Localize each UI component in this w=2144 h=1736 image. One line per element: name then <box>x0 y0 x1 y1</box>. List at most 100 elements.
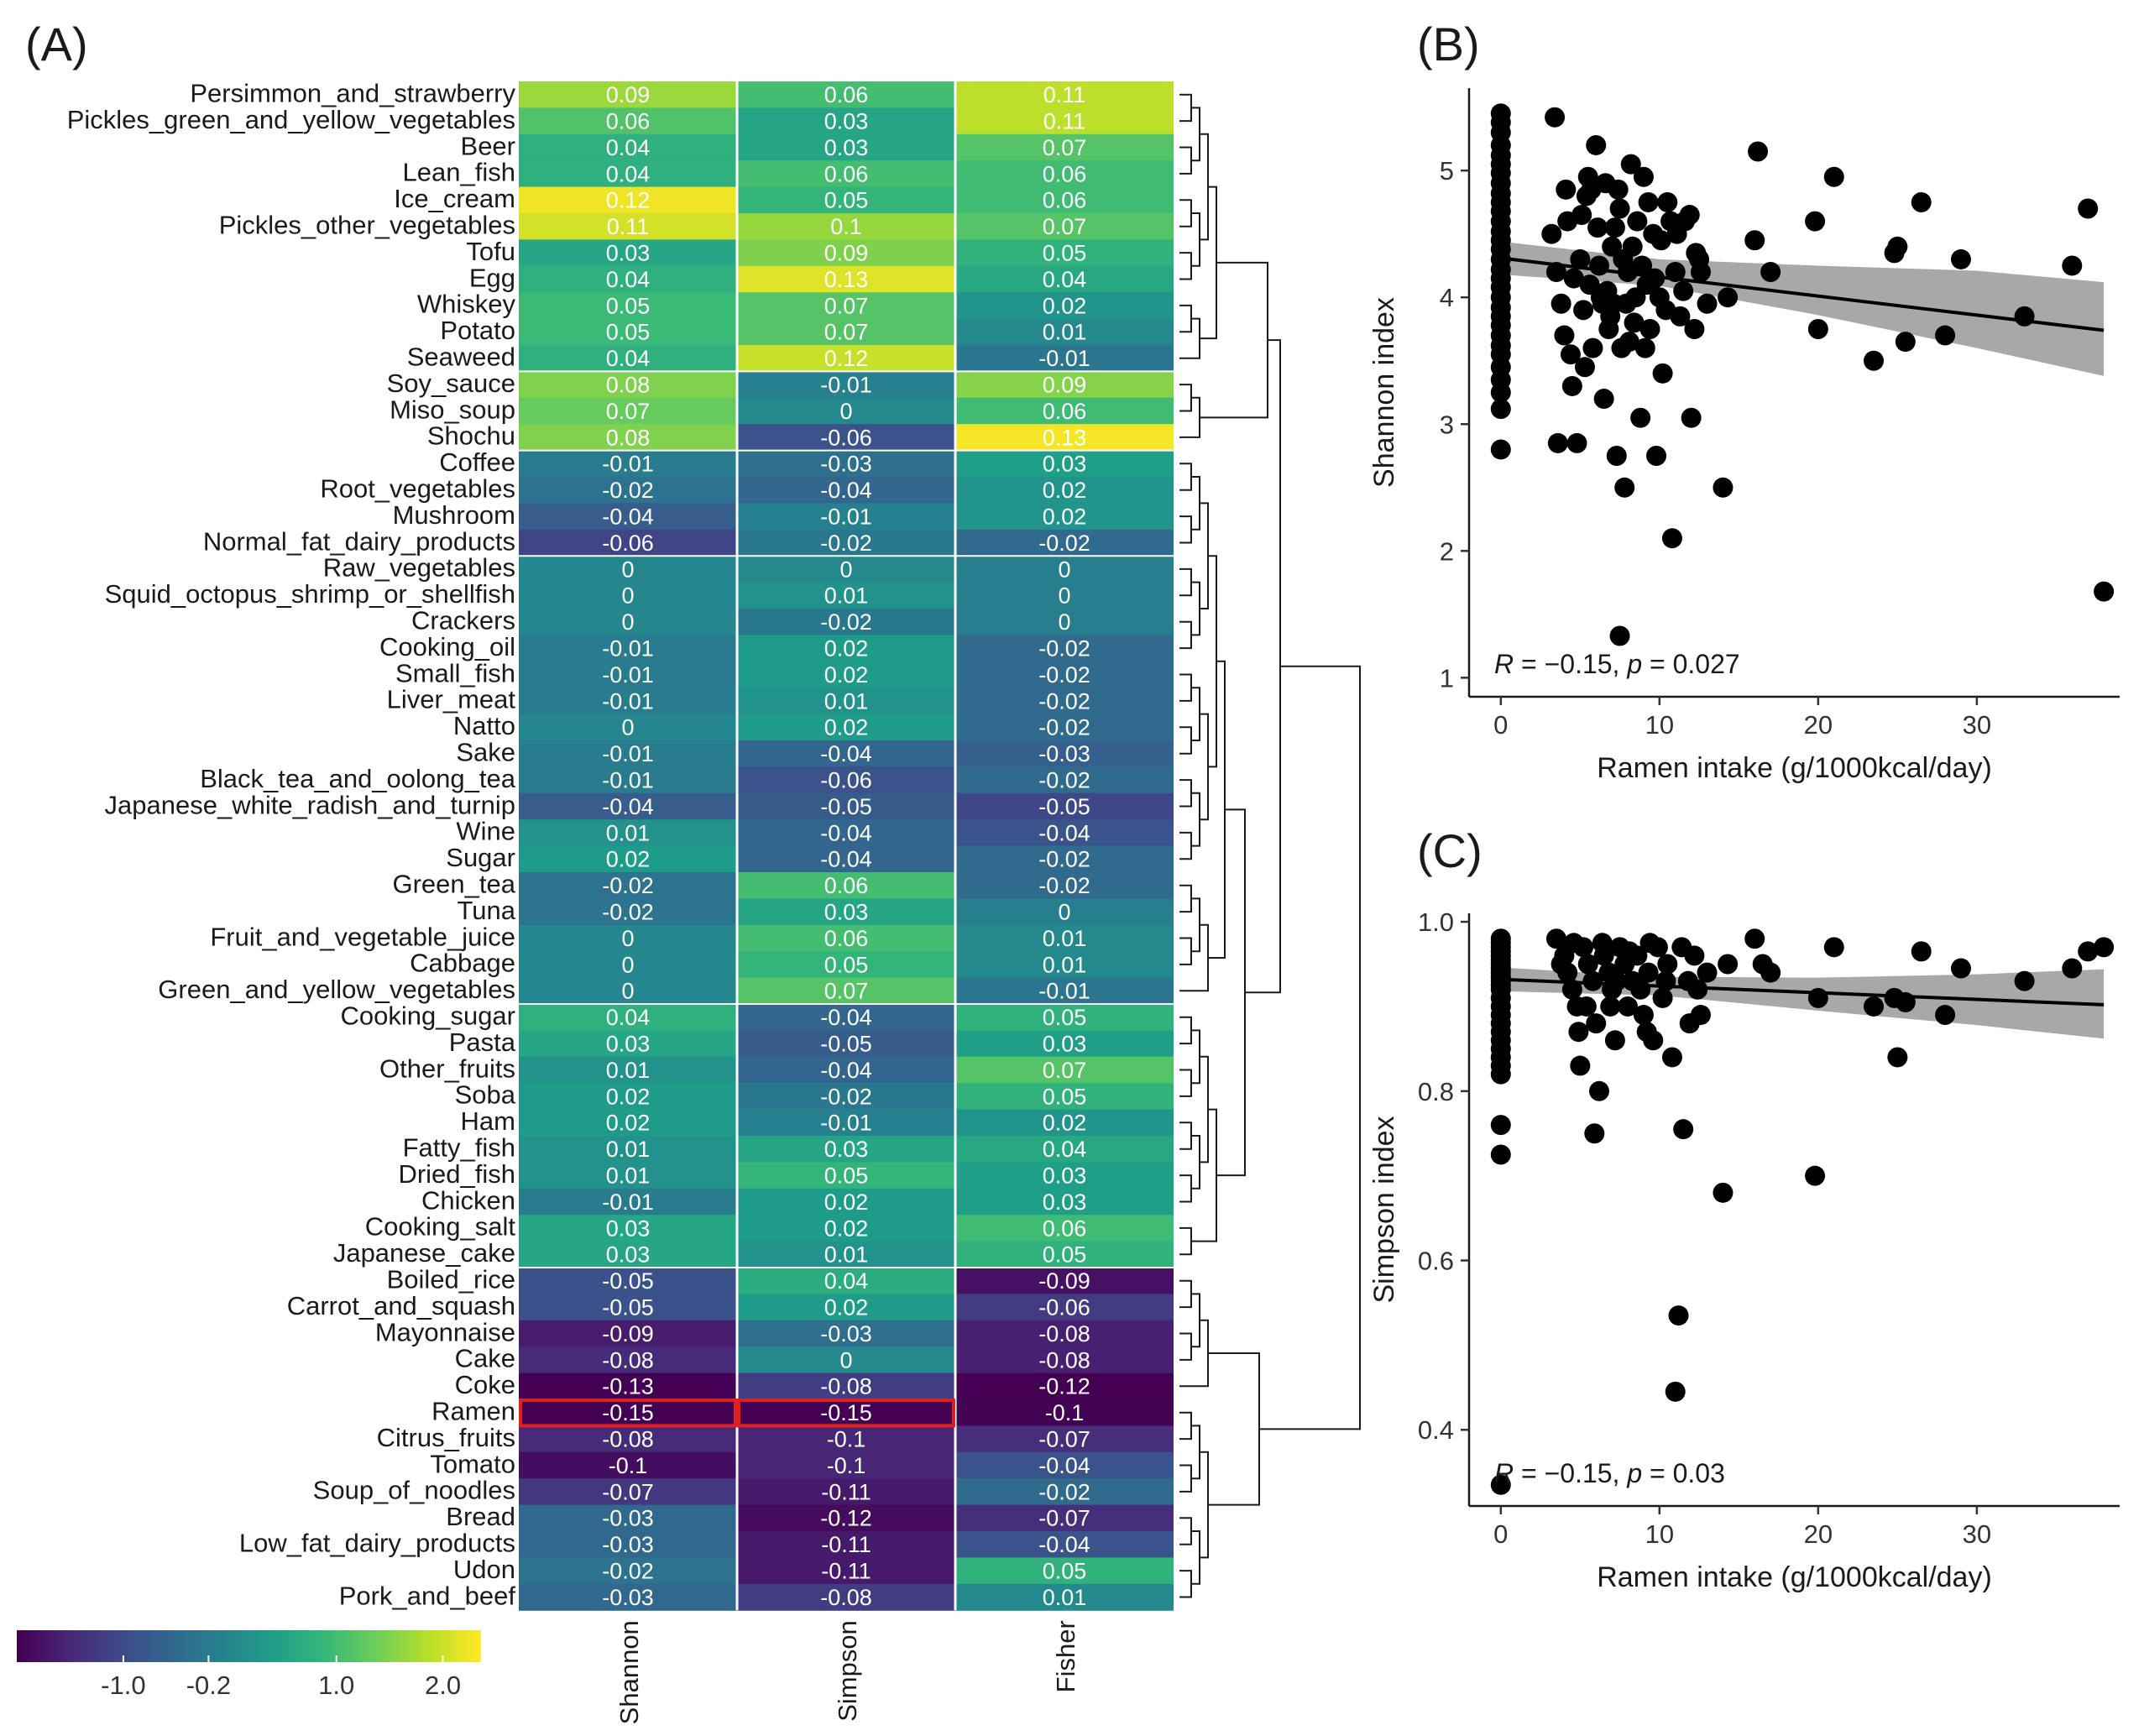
colorbar-segment <box>22 1630 29 1662</box>
cell-value: -0.02 <box>602 478 654 503</box>
data-point <box>1687 979 1708 1000</box>
data-point <box>1573 300 1594 321</box>
data-point <box>1618 941 1639 962</box>
cell-value: 0.03 <box>606 1242 651 1268</box>
heatmap-cell <box>519 1531 737 1558</box>
data-point <box>1950 958 1971 979</box>
dendrogram-branch <box>1179 1069 1192 1097</box>
cell-value: 0.13 <box>824 267 869 292</box>
shannon-scatter-panel: 0 10 20 30 1 2 3 4 5 Ramen intake (g/1000kcal/day… <box>1368 88 2120 784</box>
heatmap-panel: Persimmon_and_strawberry 0.09 0.06 0.11Pick… <box>67 78 1174 1724</box>
data-point <box>1652 363 1673 384</box>
heatmap-cell <box>955 1109 1174 1137</box>
stat-p-value: = 0.03 <box>1642 1458 1725 1488</box>
cell-value: -0.04 <box>602 505 654 530</box>
cell-value: -0.11 <box>821 1559 871 1584</box>
data-point <box>1655 300 1676 321</box>
cell-value: 0.06 <box>824 926 869 951</box>
heatmap-cell <box>737 292 955 320</box>
heatmap-cell <box>955 239 1174 267</box>
data-point <box>1864 350 1885 371</box>
cell-value: -0.11 <box>821 1532 871 1557</box>
heatmap-cell <box>737 1320 955 1347</box>
colorbar-segment <box>301 1630 307 1662</box>
cell-value: 0.04 <box>1043 267 1087 292</box>
dendrogram-branch <box>1179 779 1192 808</box>
data-point <box>1911 941 1932 962</box>
heatmap-cell <box>955 107 1174 135</box>
heatmap-cell <box>737 582 955 609</box>
colorbar-segment <box>289 1630 295 1662</box>
x-tick-label: 30 <box>1963 710 1991 740</box>
heatmap-cell <box>519 951 737 979</box>
cell-value: 0.05 <box>606 320 651 345</box>
y-tick-label: 1 <box>1440 663 1454 693</box>
dendrogram-branch <box>1179 463 1192 491</box>
cell-value: -0.04 <box>1038 1532 1090 1557</box>
heatmap-cell <box>737 1215 955 1242</box>
data-point <box>1584 1123 1605 1144</box>
cell-value: 0.01 <box>1043 952 1087 977</box>
colorbar-segment <box>353 1630 359 1662</box>
heatmap-cell <box>519 845 737 873</box>
data-point <box>1560 344 1581 365</box>
heatmap-cell <box>519 1320 737 1347</box>
heatmap-cell <box>955 265 1174 293</box>
cell-value: 0.05 <box>824 952 869 977</box>
data-point <box>1671 937 1692 958</box>
row-label: Crackers <box>411 605 515 635</box>
heatmap-cell <box>955 345 1174 372</box>
dendrogram-branch <box>1179 567 1192 597</box>
data-point <box>1681 407 1702 428</box>
cell-value: -0.03 <box>602 1506 654 1531</box>
heatmap-cell <box>519 819 737 847</box>
x-axis-label: Ramen intake (g/1000kcal/day) <box>1597 1561 1992 1593</box>
heatmap-cell <box>737 424 955 452</box>
heatmap-cell <box>955 898 1174 926</box>
colorbar-segment <box>196 1630 203 1662</box>
row-label: Citrus_fruits <box>377 1423 515 1452</box>
data-point <box>1805 211 1826 232</box>
row-label: Dried_fish <box>398 1159 515 1189</box>
heatmap-cell <box>737 766 955 794</box>
data-point <box>1614 477 1635 498</box>
colorbar-segment <box>28 1630 35 1662</box>
cell-value: 0 <box>621 583 634 609</box>
x-tick-label: 20 <box>1804 1519 1833 1549</box>
colorbar-segment <box>317 1630 325 1662</box>
data-point <box>1563 933 1584 954</box>
cell-value: 0.07 <box>1043 1058 1087 1083</box>
heatmap-cell <box>737 239 955 267</box>
heatmap-cell <box>737 977 955 1005</box>
heatmap-cell <box>955 213 1174 240</box>
heatmap-cell <box>955 714 1174 741</box>
heatmap-cell <box>955 1162 1174 1190</box>
colorbar-segment <box>138 1630 145 1662</box>
heatmap-cell <box>737 318 955 346</box>
data-point <box>1490 399 1511 420</box>
cell-value: -0.02 <box>1038 1479 1090 1504</box>
data-point <box>1582 970 1603 991</box>
heatmap-cell <box>955 1451 1174 1479</box>
cell-value: -0.04 <box>820 847 872 872</box>
heatmap-cell <box>737 1004 955 1031</box>
colorbar-segment <box>311 1630 319 1662</box>
data-point <box>1563 268 1584 289</box>
heatmap-cell <box>955 477 1174 504</box>
colorbar-segment <box>387 1630 395 1662</box>
cell-value: -0.12 <box>820 1506 872 1531</box>
heatmap-cell <box>955 1504 1174 1532</box>
row-label: Potato <box>440 316 515 345</box>
cell-value: -0.09 <box>602 1321 654 1346</box>
heatmap-cell <box>519 924 737 952</box>
data-point <box>1554 325 1575 346</box>
cell-value: -0.01 <box>820 373 872 398</box>
data-point <box>1690 262 1711 283</box>
heatmap-cell <box>955 292 1174 320</box>
x-tick-label: 0 <box>1493 1519 1508 1549</box>
dendrogram-branch <box>1191 1135 1200 1190</box>
heatmap-cell <box>737 371 955 399</box>
heatmap-cell <box>737 714 955 741</box>
row-label: Egg <box>469 263 515 292</box>
regression-line <box>1500 256 2105 332</box>
